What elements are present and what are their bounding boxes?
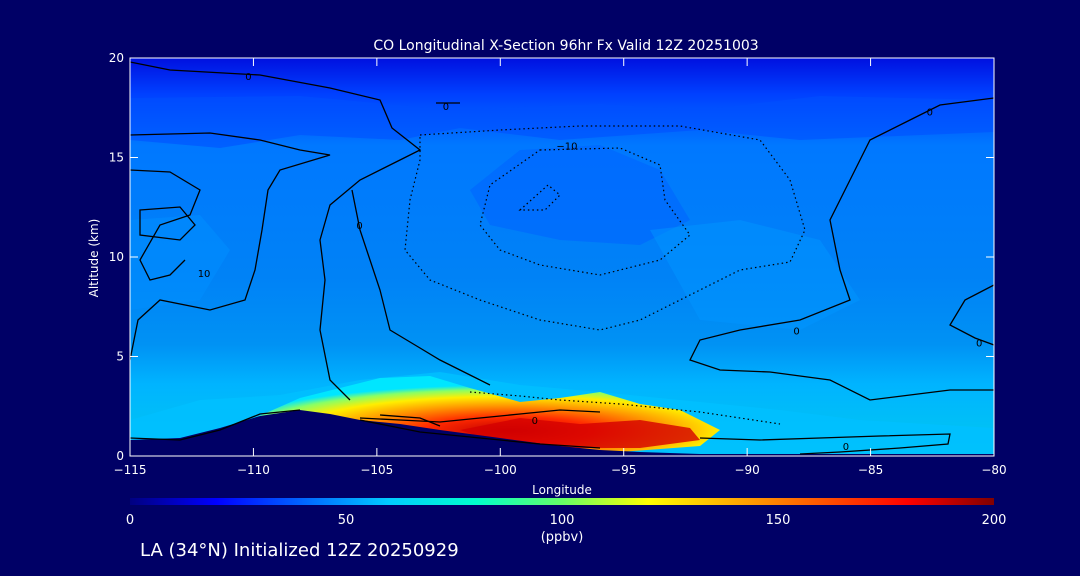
x-tick-label: −90 [734,463,759,477]
contour-line-right-upper [689,97,994,401]
field-layers [130,58,994,456]
colorbar-tick-label: 150 [766,513,791,528]
contour-lines [130,61,994,455]
contour-label: 0 [356,221,362,232]
x-tick-label: −100 [484,463,517,477]
colorbar-tick-label: 0 [126,513,134,528]
contour-label: 10 [198,269,211,280]
colorbar-ticks: 0 50 100 150 200 [126,513,1007,528]
x-tick-label: −80 [981,463,1006,477]
x-tick-label: −105 [360,463,393,477]
y-tick-label: 10 [109,250,124,264]
y-axis-label: Altitude (km) [87,219,101,298]
colorbar-tick-label: 50 [338,513,355,528]
dotted-contours [404,125,806,425]
y-axis-ticks: 0 5 10 15 20 [109,51,994,463]
colorbar-tick-label: 100 [550,513,575,528]
contour-labels: 0 0 −10 0 0 10 0 0 0 0 [198,72,983,453]
chart-title: CO Longitudinal X-Section 96hr Fx Valid … [373,38,758,54]
colorbar-units: (ppbv) [541,530,584,545]
contour-label: 0 [843,442,849,453]
y-tick-label: 15 [109,151,124,165]
contour-label: 0 [793,327,799,338]
contour-line-left-loop [139,206,196,241]
contour-label: 0 [976,339,982,350]
y-tick-label: 5 [116,350,124,364]
x-tick-label: −110 [237,463,270,477]
initialization-footer: LA (34°N) Initialized 12Z 20250929 [140,540,459,561]
upper-low-region [130,96,994,148]
contour-label: 0 [245,72,251,83]
contour-line-mid [351,189,491,386]
dotted-contour-low [469,391,781,425]
y-tick-label: 0 [116,449,124,463]
contour-line-right-lower [949,284,994,346]
contour-label: −10 [556,142,577,153]
x-tick-label: −115 [114,463,147,477]
co-plume-core [460,418,700,448]
x-axis-label: Longitude [532,483,592,497]
contour-line-bl-5 [699,433,951,455]
contour-line-bl-3 [359,419,601,449]
tropopause-low-region [470,145,690,245]
y-tick-label: 20 [109,51,124,65]
colorbar [130,498,994,505]
contour-label: 0 [443,102,449,113]
colorbar-tick-label: 200 [982,513,1007,528]
mid-light-patch-left [130,215,230,310]
contour-label: 0 [927,108,933,119]
x-tick-label: −85 [858,463,883,477]
contour-line-bl-2 [359,409,601,423]
terrain [130,410,994,456]
x-tick-label: −95 [611,463,636,477]
contour-line-upper [130,61,422,401]
contour-label: 0 [532,416,538,427]
contour-line-bl-4 [379,414,441,427]
contour-line-left [130,132,331,361]
x-axis-ticks: −115 −110 −105 −100 −95 −90 −85 −80 [114,58,1007,477]
contour-line-bl-1 [130,409,301,441]
contour-line-left-lower [130,169,201,281]
mid-light-patch-right [650,220,860,330]
